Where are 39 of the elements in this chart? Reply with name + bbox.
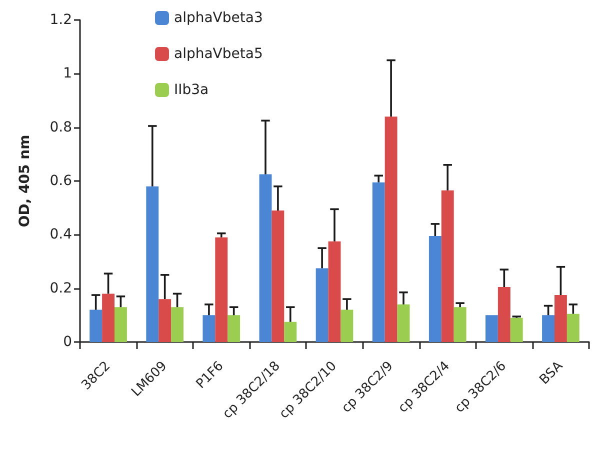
bar — [566, 314, 580, 342]
bar — [284, 322, 297, 342]
y-tick-label: 0.8 — [50, 119, 72, 136]
bar — [428, 236, 442, 342]
bar — [114, 307, 127, 342]
y-tick-label: 0.6 — [50, 173, 72, 189]
x-tick-label: BSA — [537, 358, 566, 388]
bar — [498, 286, 510, 342]
y-tick-label: 0 — [63, 334, 72, 350]
bar — [171, 307, 184, 342]
bar — [259, 174, 272, 342]
y-tick-label: 1.2 — [50, 12, 72, 28]
bar — [215, 237, 228, 342]
bar — [158, 299, 172, 342]
bar — [202, 315, 216, 342]
legend-label: IIb3a — [174, 82, 209, 98]
bar — [272, 210, 284, 342]
bar — [228, 315, 240, 342]
y-tick-label: 1 — [63, 66, 72, 82]
bar — [510, 318, 523, 342]
bar — [542, 315, 554, 342]
bar — [486, 315, 498, 342]
bar — [340, 310, 354, 342]
bar — [554, 295, 567, 342]
bar — [328, 241, 341, 342]
bar — [454, 307, 466, 342]
bar — [441, 190, 454, 342]
bar — [397, 304, 410, 342]
legend-label: alphaVbeta5 — [174, 46, 263, 62]
y-tick-label: 0.2 — [50, 280, 72, 296]
legend-label: alphaVbeta3 — [174, 10, 263, 26]
y-tick-label: 0.4 — [50, 226, 72, 243]
bar — [90, 310, 102, 342]
bar — [372, 182, 385, 342]
bar — [384, 116, 398, 342]
bar — [102, 294, 114, 342]
bar — [146, 186, 159, 342]
bar — [316, 268, 328, 342]
y-axis-title: OD, 405 nm — [17, 134, 33, 228]
